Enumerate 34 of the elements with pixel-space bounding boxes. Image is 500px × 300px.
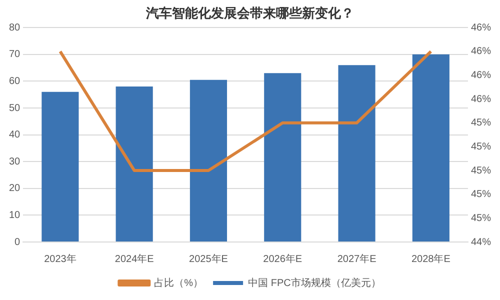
x-tick-label: 2027年E	[337, 252, 377, 265]
y-tick-label: 80	[9, 22, 21, 34]
x-tick-label: 2028年E	[411, 252, 451, 265]
x-tick-label: 2025年E	[189, 252, 228, 265]
bar	[42, 92, 79, 242]
x-tick-label: 2026年E	[263, 252, 302, 265]
y-tick-label: 50	[9, 102, 21, 114]
y2-tick-label: 45%	[470, 212, 492, 224]
x-tick-label: 2024年E	[114, 252, 154, 265]
bar	[412, 54, 450, 242]
x-tick-label: 2023年	[44, 252, 76, 265]
y2-tick-label: 46%	[470, 22, 492, 34]
y2-tick-label: 45%	[470, 189, 492, 200]
y2-tick-label: 45%	[470, 165, 492, 176]
y-tick-label: 30	[9, 156, 21, 168]
legend-label: 占比（%）	[154, 276, 204, 289]
chart-title: 汽车智能化发展会带来哪些新变化？	[145, 5, 354, 20]
y2-tick-label: 45%	[470, 118, 492, 129]
y2-tick-label: 46%	[470, 94, 492, 105]
bar	[190, 80, 228, 242]
y2-tick-label: 46%	[470, 70, 492, 81]
y-tick-label: 40	[9, 130, 21, 141]
y2-tick-label: 45%	[470, 141, 492, 152]
bar	[116, 86, 153, 242]
y-tick-label: 70	[9, 49, 21, 60]
legend-label: 中国 FPC市场规模（亿美元）	[248, 276, 381, 289]
y-tick-label: 60	[9, 76, 21, 87]
y-tick-label: 0	[14, 236, 21, 248]
y2-tick-label: 44%	[470, 236, 492, 248]
y-tick-label: 10	[9, 210, 21, 221]
y-tick-label: 20	[9, 183, 21, 194]
bar	[338, 65, 376, 242]
bar	[264, 73, 302, 242]
y2-tick-label: 46%	[470, 46, 492, 58]
